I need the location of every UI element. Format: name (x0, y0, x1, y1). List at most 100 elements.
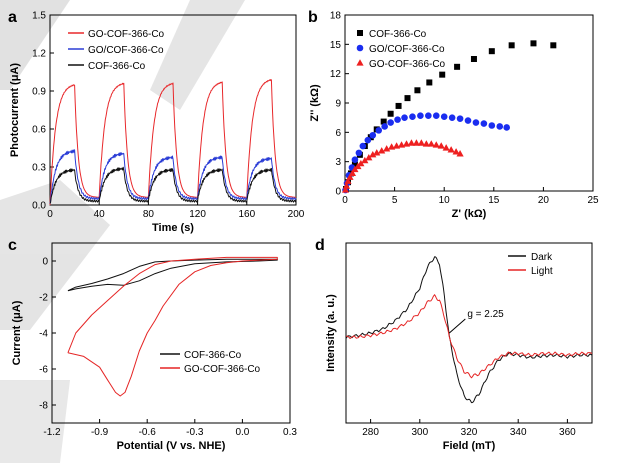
legend-label: GO-COF-366-Co (184, 364, 261, 375)
legend-label: GO-COF-366-Co (369, 59, 446, 70)
plot-frame (345, 242, 593, 424)
y-tick-label: 0.9 (32, 87, 46, 98)
data-point-triangle (397, 141, 406, 148)
legend-label: COF-366-Co (184, 350, 242, 361)
y-tick-label: 0.3 (32, 163, 46, 174)
x-tick-label: -0.6 (139, 427, 157, 438)
epr-curve-Light (345, 294, 593, 379)
x-tick-label: 25 (587, 195, 599, 206)
data-point-square (530, 40, 537, 47)
data-point-square (550, 42, 557, 49)
y-tick-label: -4 (39, 329, 48, 340)
data-point-triangle (422, 140, 430, 147)
y-axis-label: Z'' (kΩ) (309, 84, 321, 122)
y-tick-label: 18 (330, 11, 342, 22)
x-tick-label: -0.3 (186, 427, 204, 438)
data-point-square (380, 118, 387, 125)
data-point-square (404, 95, 411, 102)
data-point-triangle (442, 144, 450, 151)
data-point-triangle (432, 141, 440, 148)
data-point-triangle (346, 173, 354, 180)
cv-curve-GO-COF-366-Co (67, 256, 278, 397)
legend-marker (357, 30, 363, 36)
data-point-circle (496, 123, 504, 130)
data-point-circle (480, 120, 488, 127)
data-point-circle (351, 156, 359, 164)
data-point-circle (425, 112, 432, 120)
series-line-COF-366-Co (49, 166, 296, 204)
x-tick-label: 200 (288, 209, 305, 220)
data-point-circle (503, 124, 510, 131)
data-point-triangle (348, 169, 357, 176)
legend-label: Light (531, 266, 553, 277)
x-tick-label: 15 (488, 195, 500, 206)
x-axis-label: Z' (kΩ) (452, 208, 487, 220)
data-point-square (454, 63, 461, 70)
data-point-triangle (452, 148, 460, 155)
data-point-triangle (412, 139, 421, 146)
x-tick-label: 0.0 (235, 427, 249, 438)
panel-label: d (315, 237, 325, 254)
legend-label: GO/COF-366-Co (369, 44, 445, 55)
y-axis-label: Intensity (a. u.) (325, 294, 337, 372)
x-tick-label: 0.3 (283, 427, 297, 438)
panel-d: 280 300 320 340 360 Field (mT) Intensity (a. u… (315, 237, 593, 452)
data-point-square (351, 161, 358, 168)
data-point-triangle (392, 142, 401, 149)
y-tick-label: -2 (39, 293, 48, 304)
cv-curve-COF-366-Co (67, 258, 278, 292)
panel-b: 0 5 10 15 20 25 0 3 6 9 12 15 18 Z' (kΩ) Z'' (kΩ) b COF-… (308, 9, 599, 220)
panel-c: -1.2 -0.9 -0.6 -0.3 0.0 0.3 0 -2 -4 -6 -8 Potential… (8, 237, 297, 452)
data-point-square (508, 42, 515, 49)
data-point-triangle (361, 156, 369, 164)
data-point-circle (355, 149, 363, 157)
x-tick-label: 120 (189, 209, 206, 220)
y-axis-label: Photocurrent (μA) (9, 63, 21, 157)
x-axis-label: Potential (V vs. NHE) (117, 440, 226, 452)
data-point-triangle (357, 159, 365, 167)
panel-label: a (8, 9, 17, 26)
x-tick-label: 40 (94, 209, 106, 220)
data-point-circle (369, 131, 377, 139)
annotation-label: g = 2.25 (467, 309, 504, 320)
data-point-circle (456, 115, 464, 122)
legend-label: GO-COF-366-Co (88, 29, 165, 40)
legend-marker (356, 59, 364, 66)
y-tick-label: 0 (42, 257, 48, 268)
data-point-triangle (417, 139, 425, 146)
legend-label: Dark (531, 252, 553, 263)
data-point-circle (472, 119, 480, 126)
y-tick-label: 9 (335, 99, 341, 110)
data-point-triangle (447, 146, 455, 153)
data-point-triangle (378, 147, 386, 154)
x-tick-label: 280 (362, 427, 379, 438)
data-point-square (439, 71, 446, 78)
legend-marker (356, 44, 364, 52)
data-point-circle (432, 112, 440, 120)
data-point-triangle (437, 142, 445, 149)
data-point-square (488, 48, 495, 55)
data-point-triangle (344, 177, 352, 184)
data-point-triangle (407, 139, 416, 146)
x-tick-label: 160 (238, 209, 255, 220)
x-tick-label: 5 (392, 195, 398, 206)
x-tick-label: 0 (342, 195, 348, 206)
plot-frame (344, 14, 594, 192)
x-tick-label: 0 (47, 209, 53, 220)
y-tick-label: -8 (39, 401, 48, 412)
panel-a: 0 40 80 120 160 200 0.0 0.3 0.6 0.9 1.2 1.5 Time (s)… (8, 9, 305, 234)
data-point-circle (464, 117, 472, 124)
data-point-square (387, 110, 394, 117)
epr-curve-Dark (345, 256, 593, 404)
plot-frame (51, 242, 291, 424)
data-point-circle (409, 113, 416, 120)
data-point-circle (364, 136, 372, 144)
data-point-square (395, 102, 402, 109)
data-point-circle (387, 119, 394, 126)
y-tick-label: 1.2 (32, 49, 46, 60)
plot-frame (49, 14, 297, 206)
legend-label: GO/COF-366-Co (88, 45, 164, 56)
panel-label: b (308, 9, 318, 26)
data-point-triangle (341, 186, 350, 193)
